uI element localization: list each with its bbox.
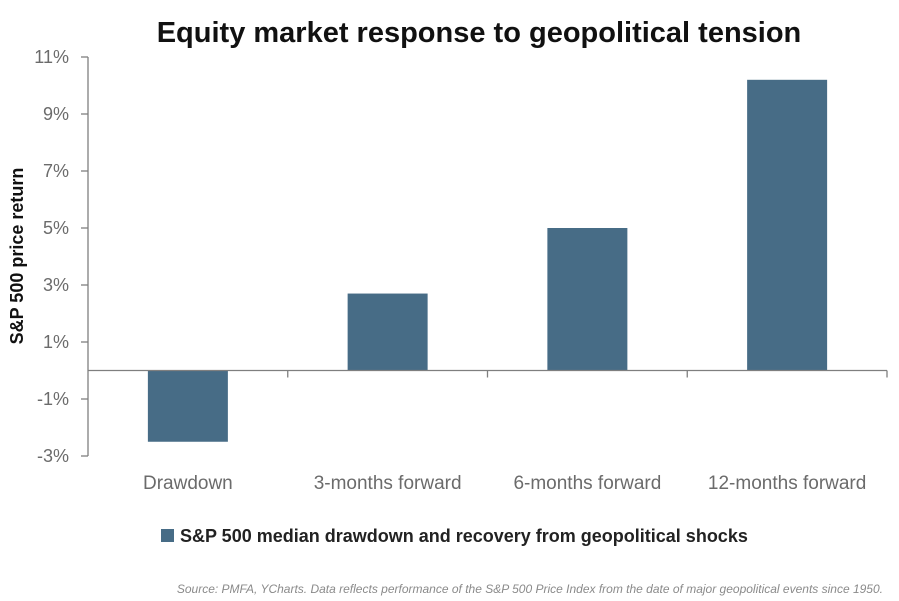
y-axis: 11% 9% 7% 5% 3% 1% -1% -3% <box>34 47 89 466</box>
chart-title: Equity market response to geopolitical t… <box>157 17 802 49</box>
y-tick-label: 3% <box>43 275 69 295</box>
x-tick-label: Drawdown <box>143 473 233 494</box>
x-axis-labels: Drawdown 3-months forward 6-months forward… <box>143 473 866 494</box>
y-tick-label: 9% <box>43 104 69 124</box>
y-tick-label: 1% <box>43 332 69 352</box>
bar <box>147 370 228 442</box>
legend: S&P 500 median drawdown and recovery fro… <box>161 526 748 546</box>
y-tick-label: 11% <box>34 47 69 67</box>
bars <box>147 79 828 442</box>
y-tick-label: -1% <box>37 389 69 409</box>
legend-label: S&P 500 median drawdown and recovery fro… <box>180 526 748 546</box>
x-tick-label: 12-months forward <box>708 473 866 494</box>
y-tick-label: -3% <box>37 446 69 466</box>
x-tick-label: 3-months forward <box>314 473 462 494</box>
bar <box>547 228 628 371</box>
legend-swatch <box>161 529 174 542</box>
bar <box>747 79 828 371</box>
bar <box>347 293 428 371</box>
y-axis-label: S&P 500 price return <box>7 168 27 345</box>
x-axis <box>88 369 888 378</box>
x-tick-label: 6-months forward <box>513 473 661 494</box>
source-note: Source: PMFA, YCharts. Data reflects per… <box>177 582 883 596</box>
y-tick-label: 7% <box>43 161 69 181</box>
y-tick-label: 5% <box>43 218 69 238</box>
